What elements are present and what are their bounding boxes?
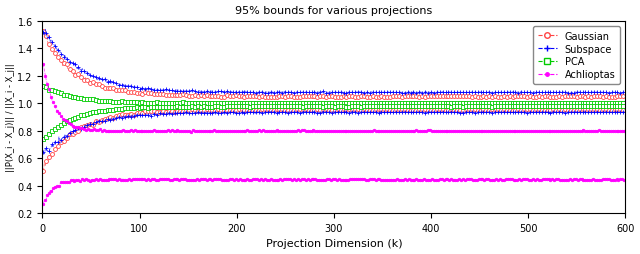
PCA [474, 105, 481, 108]
Gaussian [573, 108, 580, 112]
PCA [573, 105, 580, 108]
Subspace [147, 115, 155, 118]
PCA [147, 106, 155, 109]
Achlioptas [385, 178, 393, 181]
Gaussian [620, 109, 627, 112]
PCA [620, 106, 627, 109]
Line: PCA: PCA [42, 105, 625, 141]
Subspace [620, 111, 627, 114]
Achlioptas [397, 178, 404, 181]
Subspace [194, 111, 202, 114]
Subspace [573, 111, 580, 114]
PCA [194, 106, 202, 109]
PCA [593, 105, 601, 108]
PCA [40, 138, 47, 141]
Y-axis label: ||P(X_i - X_j)|| / ||X_i - X_j||: ||P(X_i - X_j)|| / ||X_i - X_j|| [6, 64, 15, 172]
PCA [63, 120, 70, 123]
Achlioptas [620, 179, 628, 182]
Achlioptas [42, 199, 49, 202]
X-axis label: Projection Dimension (k): Projection Dimension (k) [266, 239, 402, 248]
Gaussian [194, 110, 202, 113]
Gaussian [593, 108, 601, 112]
Gaussian [40, 170, 47, 173]
Subspace [63, 134, 70, 137]
Line: Gaussian: Gaussian [42, 107, 625, 173]
Achlioptas [40, 202, 47, 205]
Achlioptas [387, 179, 395, 182]
Legend: Gaussian, Subspace, PCA, Achlioptas: Gaussian, Subspace, PCA, Achlioptas [532, 27, 620, 85]
Gaussian [74, 130, 82, 133]
Achlioptas [106, 178, 113, 181]
Gaussian [147, 110, 155, 114]
Title: 95% bounds for various projections: 95% bounds for various projections [236, 6, 433, 15]
Subspace [593, 111, 601, 114]
Line: Achlioptas: Achlioptas [41, 177, 627, 206]
Achlioptas [531, 178, 539, 181]
Subspace [319, 111, 327, 114]
Subspace [40, 151, 47, 154]
PCA [74, 116, 82, 119]
Gaussian [63, 137, 70, 140]
Line: Subspace: Subspace [41, 110, 626, 155]
Achlioptas [568, 179, 575, 182]
Subspace [74, 127, 82, 130]
Gaussian [276, 108, 284, 111]
